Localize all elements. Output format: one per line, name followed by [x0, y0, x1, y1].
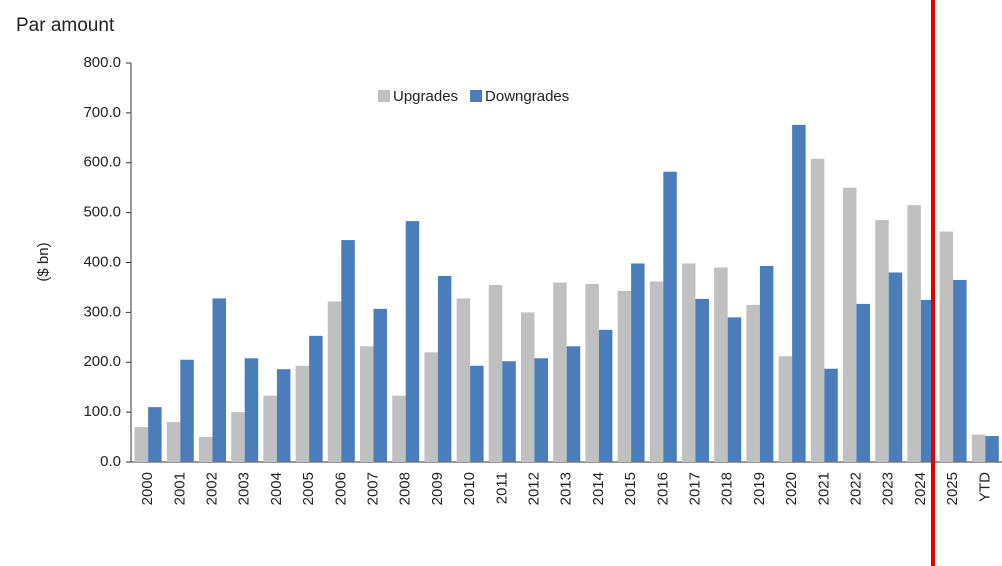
y-tick-label: 200.0	[83, 353, 121, 370]
x-tick-label: 2015	[622, 472, 639, 505]
bar	[488, 284, 503, 462]
bar	[276, 369, 291, 462]
y-tick-label: 800.0	[83, 54, 121, 71]
x-tick-label: 2001	[171, 472, 188, 505]
legend-label: Upgrades	[393, 88, 458, 105]
bar	[534, 358, 548, 462]
bar	[792, 124, 806, 462]
y-tick-label: 500.0	[83, 204, 121, 221]
bar	[231, 412, 245, 462]
bar	[373, 308, 387, 462]
bar	[985, 436, 999, 462]
y-tick-label: 400.0	[83, 253, 121, 270]
x-tick-label: 2019	[751, 472, 768, 505]
bar	[502, 361, 516, 462]
bar	[875, 220, 889, 462]
bar	[424, 352, 438, 462]
bar	[939, 231, 954, 462]
bar	[953, 279, 967, 462]
bar	[856, 303, 870, 462]
legend-swatch	[378, 90, 390, 102]
bar	[727, 317, 742, 462]
bar	[341, 240, 355, 462]
y-tick-label: 600.0	[83, 154, 121, 171]
legend-swatch	[470, 90, 483, 102]
x-tick-label: 2009	[429, 472, 446, 505]
bar	[649, 281, 664, 462]
bar	[746, 304, 760, 462]
bar	[553, 282, 567, 462]
bar	[360, 346, 374, 462]
y-tick-label: 100.0	[83, 403, 121, 420]
x-tick-label: 2011	[493, 472, 510, 504]
x-tick-label: 2017	[686, 472, 703, 505]
bar	[598, 329, 613, 462]
legend-label: Downgrades	[485, 88, 569, 105]
x-tick-label: 2003	[236, 472, 253, 505]
x-tick-label: YTD	[976, 472, 993, 502]
x-tick-label: 2008	[397, 472, 414, 505]
x-tick-label: 2013	[558, 472, 575, 505]
bar	[263, 395, 277, 462]
x-tick-label: 2010	[461, 472, 478, 505]
bar	[778, 356, 793, 462]
bar	[810, 158, 825, 462]
bar	[566, 346, 581, 462]
y-tick-label: 300.0	[83, 303, 121, 320]
x-tick-label: 2005	[300, 472, 317, 505]
x-tick-label: 2000	[139, 472, 156, 505]
bar	[907, 205, 921, 463]
x-tick-label: 2022	[847, 472, 864, 505]
bar	[585, 283, 599, 462]
x-tick-label: 2024	[912, 472, 929, 505]
bar	[521, 312, 535, 462]
bar	[682, 263, 696, 462]
bar	[456, 298, 471, 462]
bar	[199, 437, 213, 462]
bar	[166, 422, 181, 462]
bar	[971, 434, 986, 462]
bar	[888, 272, 903, 462]
x-tick-label: 2007	[364, 472, 381, 505]
bar	[212, 298, 226, 462]
x-tick-label: 2021	[815, 472, 832, 505]
bar	[180, 359, 194, 462]
x-tick-label: 2020	[783, 472, 800, 505]
y-axis-label: ($ bn)	[35, 242, 52, 281]
bar	[631, 263, 645, 462]
bar	[327, 301, 342, 462]
bar	[663, 171, 677, 463]
chart-title: Par amount	[16, 15, 115, 36]
bar	[392, 395, 406, 462]
x-tick-label: 2004	[268, 472, 285, 505]
bar	[148, 407, 162, 462]
bar	[470, 365, 484, 462]
bar	[714, 267, 728, 462]
bar	[695, 298, 709, 462]
bar	[759, 265, 774, 462]
y-tick-label: 700.0	[83, 104, 121, 121]
x-tick-label: 2016	[654, 472, 671, 505]
bar	[134, 427, 149, 462]
bar	[824, 368, 838, 462]
bar	[437, 275, 452, 462]
x-tick-label: 2025	[944, 472, 961, 505]
x-tick-label: 2023	[880, 472, 897, 505]
x-tick-label: 2018	[719, 472, 736, 505]
x-tick-label: 2014	[590, 472, 607, 505]
bar	[295, 365, 310, 462]
bar	[244, 358, 259, 462]
x-tick-label: 2012	[525, 472, 542, 505]
bar	[405, 221, 420, 462]
x-tick-label: 2006	[332, 472, 349, 505]
bar	[843, 187, 857, 462]
bar	[309, 335, 323, 462]
y-tick-label: 0.0	[100, 453, 121, 470]
x-tick-label: 2002	[203, 472, 220, 505]
bar	[617, 290, 632, 462]
